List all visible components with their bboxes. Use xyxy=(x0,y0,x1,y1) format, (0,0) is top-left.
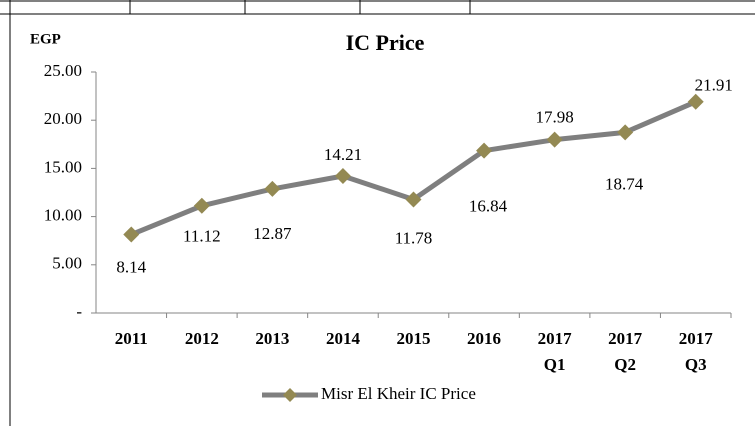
chart-title: IC Price xyxy=(346,30,425,55)
y-tick-label: 20.00 xyxy=(44,109,82,128)
y-tick-label: 15.00 xyxy=(44,157,82,176)
y-tick-label: 10.00 xyxy=(44,206,82,225)
x-tick-label: 2016 xyxy=(467,329,501,348)
x-tick-label: Q1 xyxy=(544,355,566,374)
marker xyxy=(476,142,493,159)
data-label: 17.98 xyxy=(535,108,573,127)
marker xyxy=(687,93,704,110)
marker xyxy=(334,168,351,185)
marker xyxy=(123,226,140,243)
data-label: 12.87 xyxy=(253,224,292,243)
x-tick-label: 2013 xyxy=(255,329,289,348)
x-tick-label: 2015 xyxy=(397,329,431,348)
data-label: 11.78 xyxy=(395,228,433,247)
x-tick-label: 2011 xyxy=(115,329,148,348)
series-line xyxy=(130,99,697,237)
marker xyxy=(617,124,634,141)
y-tick-label: 5.00 xyxy=(52,254,82,273)
y-tick-label: 25.00 xyxy=(44,61,82,80)
data-label: 8.14 xyxy=(116,257,146,276)
x-tick-label: 2017 xyxy=(608,329,643,348)
legend-label: Misr El Kheir IC Price xyxy=(321,384,476,403)
data-label: 14.21 xyxy=(324,145,362,164)
x-tick-label: 2014 xyxy=(326,329,361,348)
y-tick-label: - xyxy=(76,302,82,321)
marker xyxy=(546,131,563,148)
marker xyxy=(405,191,422,208)
data-label: 21.91 xyxy=(695,76,733,95)
marker xyxy=(264,180,281,197)
x-tick-label: 2012 xyxy=(185,329,219,348)
data-label: 11.12 xyxy=(183,227,221,246)
y-axis-label: EGP xyxy=(30,31,61,47)
x-tick-label: 2017 xyxy=(538,329,573,348)
data-label: 18.74 xyxy=(605,174,644,193)
legend-marker xyxy=(283,388,297,402)
x-tick-label: 2017 xyxy=(679,329,714,348)
x-tick-label: Q3 xyxy=(685,355,707,374)
data-label: 16.84 xyxy=(469,197,508,216)
marker xyxy=(193,197,210,214)
x-tick-label: Q2 xyxy=(614,355,636,374)
